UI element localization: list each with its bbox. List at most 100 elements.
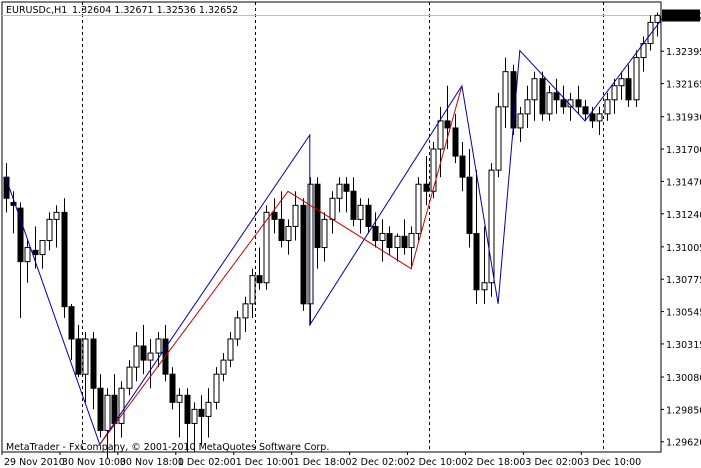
candle bbox=[481, 226, 488, 304]
current-price-value: 1.32652 bbox=[665, 12, 701, 23]
copyright-label: MetaTrader - FxCompany, © 2001-2010 Meta… bbox=[6, 442, 329, 453]
candle bbox=[560, 85, 567, 114]
candle bbox=[126, 360, 133, 396]
candle bbox=[488, 163, 495, 297]
candle bbox=[271, 198, 278, 234]
candle bbox=[618, 71, 625, 100]
candle bbox=[357, 198, 364, 234]
candle bbox=[466, 149, 473, 248]
price-tick-label: 1.31930 bbox=[666, 113, 701, 124]
price-tick-label: 1.32165 bbox=[666, 80, 701, 91]
candle bbox=[191, 402, 198, 452]
candle bbox=[256, 247, 263, 290]
candle bbox=[140, 324, 147, 375]
time-tick-label: 2 Dec 02:00 bbox=[352, 457, 410, 468]
candle bbox=[169, 367, 176, 410]
candle bbox=[372, 212, 379, 248]
candle bbox=[118, 381, 125, 438]
candle bbox=[213, 367, 220, 410]
candle bbox=[82, 331, 89, 403]
candle bbox=[502, 57, 509, 128]
candle bbox=[242, 296, 249, 332]
candle bbox=[292, 191, 299, 241]
candle bbox=[350, 177, 357, 227]
candles bbox=[3, 12, 661, 459]
candle bbox=[111, 374, 118, 452]
candle bbox=[285, 219, 292, 255]
candle bbox=[473, 170, 480, 304]
candle bbox=[343, 177, 350, 213]
candle bbox=[625, 64, 632, 107]
price-tick-label: 1.30080 bbox=[666, 373, 701, 384]
candle bbox=[531, 71, 538, 121]
price-tick-label: 1.30775 bbox=[666, 275, 701, 286]
candle bbox=[176, 388, 183, 438]
candle bbox=[220, 353, 227, 382]
time-tick-label: 3 Dec 02:00 bbox=[525, 457, 583, 468]
time-tick-label: 1 Dec 02:00 bbox=[178, 457, 236, 468]
price-tick-label: 1.32395 bbox=[666, 47, 701, 58]
zigzag-red-line bbox=[99, 85, 463, 445]
time-tick-label: 3 Dec 10:00 bbox=[583, 457, 641, 468]
candle bbox=[53, 205, 60, 248]
candle bbox=[553, 78, 560, 114]
price-tick-label: 1.31470 bbox=[666, 177, 701, 188]
price-tick-label: 1.31005 bbox=[666, 243, 701, 254]
price-tick-label: 1.31700 bbox=[666, 145, 701, 156]
candle bbox=[198, 395, 205, 445]
candle bbox=[415, 177, 422, 241]
candle bbox=[314, 177, 321, 269]
candle bbox=[24, 240, 31, 283]
candle bbox=[46, 212, 53, 251]
time-tick-label: 29 Nov 2010 bbox=[4, 457, 65, 468]
candle bbox=[647, 15, 654, 51]
candle bbox=[300, 198, 307, 311]
candle bbox=[582, 99, 589, 121]
candle bbox=[155, 331, 162, 368]
candle bbox=[133, 331, 140, 382]
time-tick-label: 30 Nov 10:00 bbox=[62, 457, 126, 468]
candle bbox=[604, 92, 611, 121]
candle bbox=[336, 177, 343, 213]
candle bbox=[97, 374, 104, 438]
time-tick-label: 2 Dec 10:00 bbox=[410, 457, 468, 468]
candle bbox=[546, 85, 553, 121]
candle bbox=[365, 198, 372, 234]
ohlc-label: 1.32604 1.32671 1.32536 1.32652 bbox=[72, 5, 238, 16]
candle bbox=[321, 212, 328, 262]
candle bbox=[147, 339, 154, 389]
price-tick-label: 1.29850 bbox=[666, 405, 701, 416]
candle bbox=[61, 198, 68, 318]
candle bbox=[423, 156, 430, 206]
candle bbox=[452, 113, 459, 164]
candle bbox=[567, 92, 574, 121]
candle bbox=[524, 85, 531, 128]
candle bbox=[459, 142, 466, 192]
candle bbox=[575, 85, 582, 114]
price-tick-label: 1.31240 bbox=[666, 210, 701, 221]
price-tick-label: 1.29620 bbox=[666, 438, 701, 449]
plot-frame bbox=[1, 1, 662, 453]
time-tick-label: 30 Nov 18:00 bbox=[120, 457, 184, 468]
candle bbox=[589, 106, 596, 128]
candle bbox=[17, 202, 24, 318]
candle bbox=[227, 331, 234, 368]
candle bbox=[495, 92, 502, 178]
candle bbox=[249, 268, 256, 318]
candle bbox=[408, 226, 415, 269]
candle bbox=[39, 240, 46, 269]
zigzag-blue-line bbox=[5, 15, 665, 446]
candle bbox=[90, 331, 97, 410]
candle bbox=[329, 191, 336, 234]
candle bbox=[401, 219, 408, 255]
time-tick-label: 1 Dec 18:00 bbox=[294, 457, 352, 468]
candle bbox=[386, 226, 393, 255]
price-tick-label: 1.30315 bbox=[666, 340, 701, 351]
price-axis: 1.32395 1.32165 1.31930 1.31700 1.31470 1.312… bbox=[661, 47, 701, 449]
time-tick-label: 2 Dec 18:00 bbox=[467, 457, 525, 468]
candle bbox=[205, 388, 212, 438]
candle bbox=[3, 163, 10, 213]
candle bbox=[68, 303, 75, 361]
